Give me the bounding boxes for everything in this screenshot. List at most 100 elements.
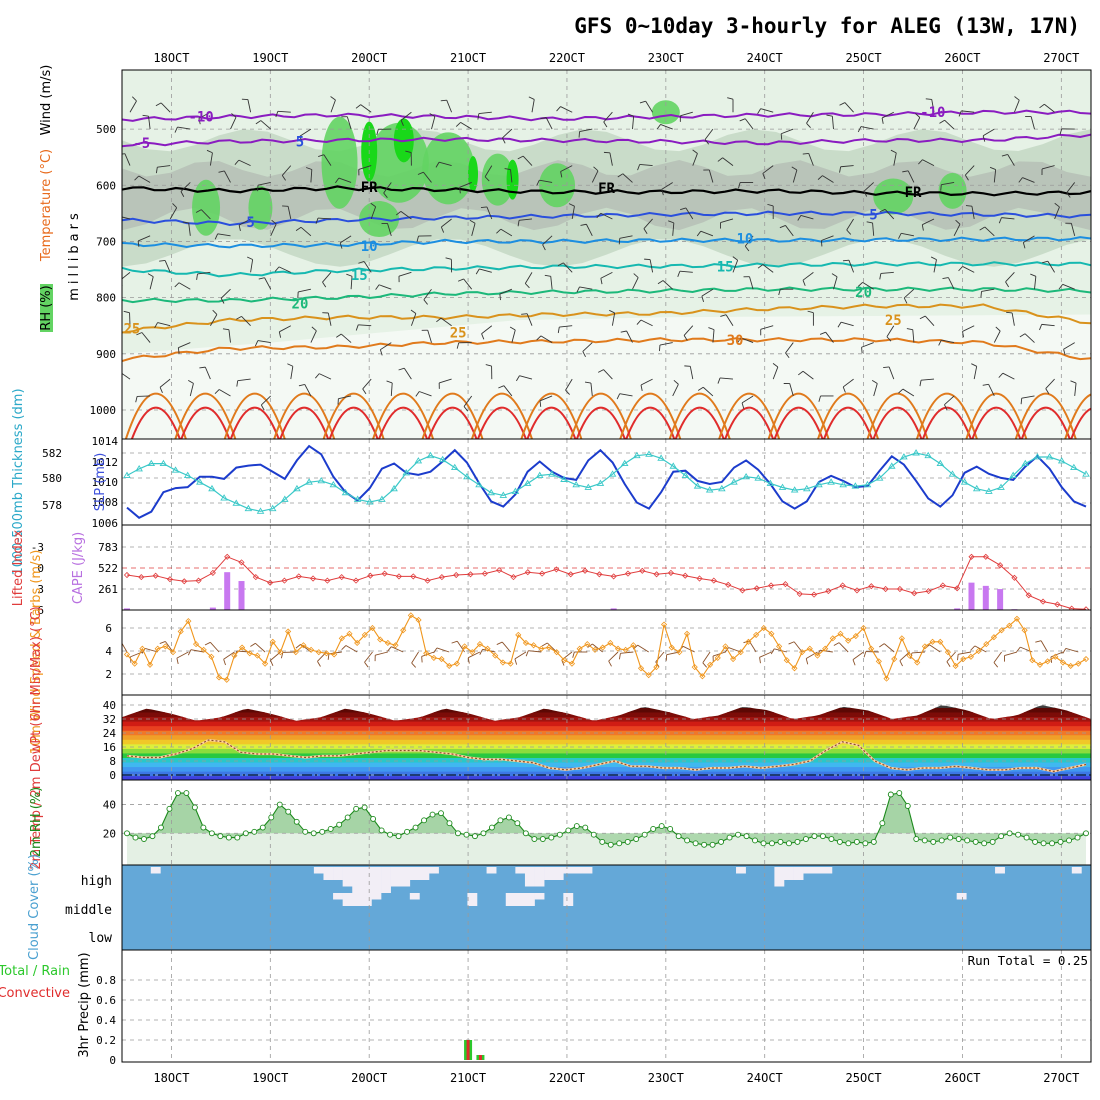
wind-speed-point (845, 637, 852, 644)
isotherm-30-loop (223, 392, 286, 439)
rh-point (285, 808, 292, 815)
cloud-clear-cell (409, 867, 420, 880)
wind-barb (861, 342, 874, 348)
y-axis-label: Cloud Cover (%) (27, 854, 42, 960)
y-tick-label: 0 (37, 562, 44, 575)
wind-barb (911, 651, 925, 654)
thickness-point (159, 459, 168, 467)
y-axis-label: Lifted Index (11, 529, 26, 606)
rh-point (904, 803, 911, 809)
wind-barb (345, 645, 358, 653)
wind-barb (993, 651, 1002, 663)
wind-barb-flag (270, 660, 274, 667)
wind-speed-point (730, 655, 737, 663)
rh-point (556, 831, 563, 838)
wind-speed-point (852, 632, 859, 640)
x-tick-label: 20OCT (351, 51, 387, 65)
wind-barb-flag (919, 380, 922, 387)
wind-barb (1041, 165, 1055, 170)
rh-moist-area (481, 153, 514, 206)
wind-barb-flag (683, 335, 688, 341)
wind-barb-flag (1018, 177, 1023, 183)
rh-point (879, 820, 886, 827)
x-tick-label: 20OCT (351, 1071, 387, 1085)
cloud-clear-cell (515, 893, 526, 906)
y-axis-label: 10m Wind Speed & Barbs (m/s) (29, 550, 44, 755)
wind-speed-point (898, 635, 905, 642)
li-point (166, 576, 174, 583)
thickness-point (912, 449, 920, 456)
wind-speed-point (561, 657, 568, 664)
thickness-point (827, 478, 835, 485)
li-point (982, 553, 989, 560)
temp-bands (122, 705, 1091, 780)
wind-barb-flag (271, 219, 277, 225)
wind-barb (704, 128, 714, 140)
y-tick-label: 16 (103, 741, 116, 754)
isotherm-30-loop (322, 392, 385, 439)
wind-barb (1024, 333, 1035, 343)
wind-barb (160, 102, 171, 113)
rh-point (548, 834, 555, 841)
wind-speed-point (1029, 657, 1036, 664)
wind-barb (993, 330, 1001, 343)
cloud-clear-cell (515, 867, 526, 874)
wind-barb (760, 108, 774, 113)
thickness-point (754, 474, 763, 481)
cloud-clear-cell (572, 867, 583, 874)
wind-barb (482, 648, 496, 653)
wind-barb (1070, 223, 1076, 236)
wind-barb-flag (274, 266, 280, 272)
wind-barb (833, 276, 838, 290)
wind-barb (427, 330, 432, 343)
wind-speed-point (952, 662, 959, 670)
wind-barb (238, 218, 251, 226)
rh-point (760, 840, 767, 847)
rh-saturated-area (506, 159, 519, 200)
temp-band (122, 748, 1091, 754)
thickness-point (960, 478, 969, 485)
wind-barb-flag (174, 282, 180, 288)
wind-barb (423, 171, 432, 183)
wind-barb (456, 640, 465, 653)
wind-speed-point (423, 650, 430, 657)
wind-barb (819, 649, 833, 653)
cloud-clear-cell (774, 867, 785, 887)
wind-barb (204, 366, 211, 380)
temp-band (122, 707, 1091, 713)
wind-barb-flag (737, 337, 742, 344)
wind-barb (626, 330, 633, 343)
wind-barb (177, 126, 191, 130)
wind-speed-point (208, 653, 215, 660)
rh-point (242, 830, 249, 837)
thickness-point (596, 479, 605, 486)
wind-barb (685, 207, 694, 220)
wind-barb-flag (598, 369, 604, 373)
isotherm-35-loop (477, 406, 527, 439)
cloud-clear-cell (524, 893, 535, 906)
cloud-clear-cell (313, 867, 324, 874)
wind-barb-flag (739, 118, 746, 122)
wind-barb (138, 175, 151, 183)
wind-barb (122, 216, 131, 220)
li-point (438, 574, 445, 581)
wind-barb-flag (1035, 640, 1042, 643)
thickness-point (183, 471, 192, 478)
wind-speed-point (683, 630, 691, 637)
wind-barb-flag (188, 379, 194, 384)
wind-barb-flag (918, 159, 923, 165)
cloud-clear-cell (381, 867, 391, 893)
cloud-clear-cell (793, 867, 804, 880)
thickness-point (475, 480, 483, 488)
li-point (481, 570, 488, 577)
thickness-point (839, 480, 848, 488)
wind-barb (912, 329, 915, 343)
contour-label: 5 (246, 215, 254, 231)
wind-barb-flag (238, 224, 241, 232)
rh-point (200, 824, 207, 831)
wind-barb (528, 650, 542, 653)
wind-barb-flag (757, 108, 762, 115)
wind-barb-flag (998, 217, 1002, 224)
temp-band (122, 716, 1091, 722)
rh-point (429, 811, 436, 818)
